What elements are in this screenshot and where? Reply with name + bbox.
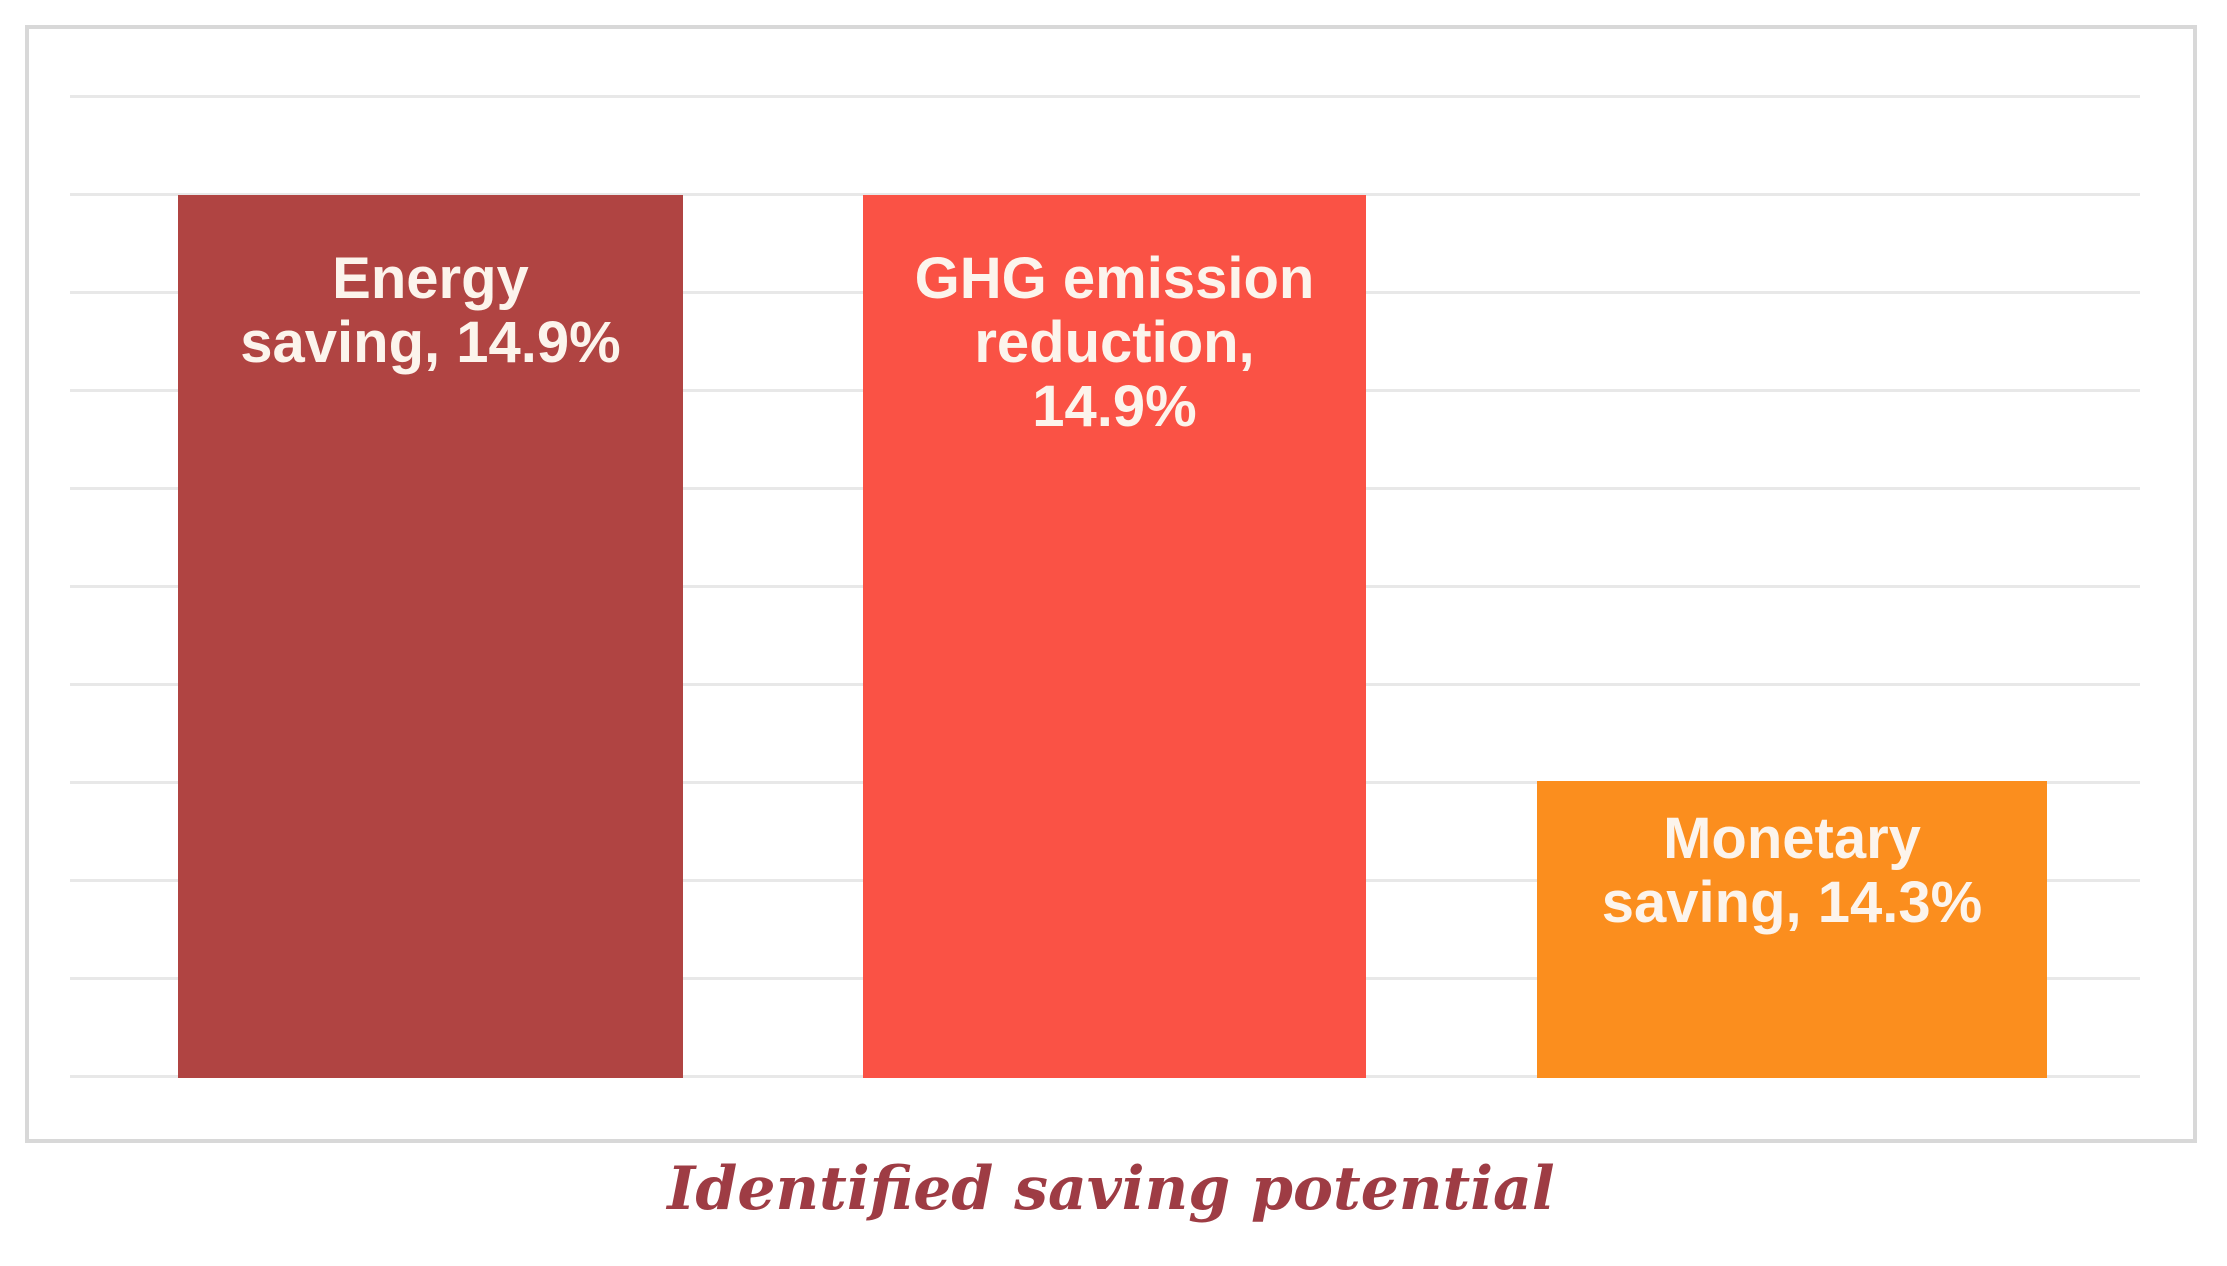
bar-label-line: GHG emission — [914, 246, 1315, 311]
bar-label-line: Monetary — [1663, 806, 1921, 871]
bar-ghg-emission-reduction: GHG emission reduction, 14.9% — [863, 195, 1366, 1078]
bar-energy-saving: Energy saving, 14.9% — [178, 195, 683, 1078]
bar-monetary-saving: Monetary saving, 14.3% — [1537, 781, 2047, 1078]
bar-label-line: 14.9% — [1032, 374, 1197, 439]
chart-caption: Identified saving potential — [667, 1154, 1555, 1224]
bar-label-line: reduction, — [974, 310, 1255, 375]
bar-label-line: saving, 14.9% — [240, 310, 621, 375]
chart-plot-area: Energy saving, 14.9% GHG emission reduct… — [25, 25, 2197, 1143]
bar-label-line: Energy — [332, 246, 529, 311]
bar-label-line: saving, 14.3% — [1601, 870, 1983, 935]
